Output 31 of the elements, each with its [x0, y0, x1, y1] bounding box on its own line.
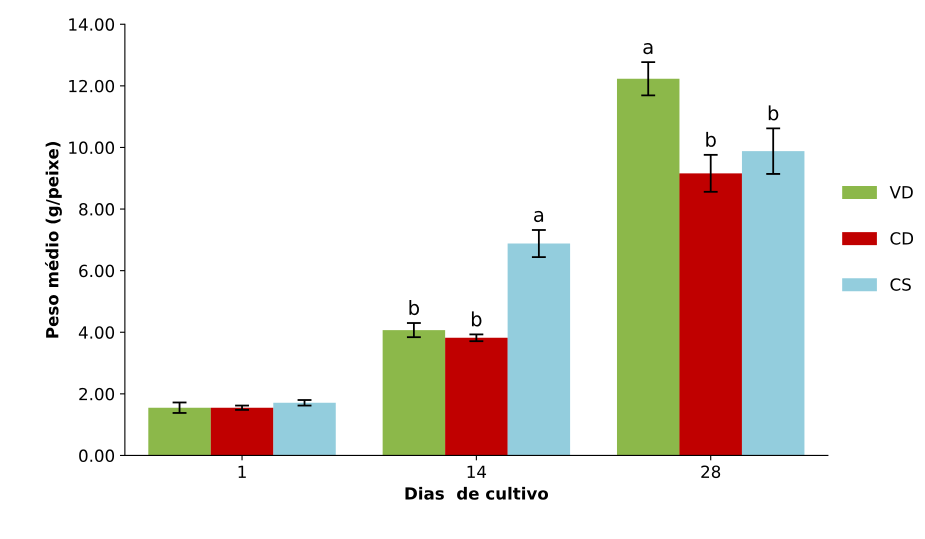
data-label: b — [409, 300, 419, 316]
y-tick-label: 12.00 — [69, 80, 114, 92]
bar — [273, 402, 336, 456]
x-axis-title: Dias de cultivo — [406, 486, 548, 500]
legend-label: CS — [890, 278, 911, 291]
bar — [382, 330, 446, 456]
data-label: a — [643, 43, 652, 54]
y-tick-label: 4.00 — [78, 326, 114, 339]
bar — [742, 151, 804, 456]
bar — [679, 173, 742, 456]
bar — [508, 244, 570, 456]
y-tick-label: 0.00 — [79, 449, 114, 462]
bar — [445, 338, 508, 456]
bar — [148, 408, 211, 456]
data-label: b — [472, 311, 482, 326]
y-tick-label: 2.00 — [79, 388, 114, 400]
x-tick-label: 14 — [468, 466, 486, 478]
y-tick-label: 6.00 — [79, 264, 114, 278]
y-tick-label: 14.00 — [69, 18, 114, 31]
data-label: b — [768, 105, 778, 120]
legend-label: VD — [890, 186, 913, 198]
y-axis-title: Peso médio (g/peixe) — [44, 142, 62, 338]
bar — [616, 78, 680, 456]
data-label: b — [706, 132, 716, 147]
x-tick-label: 1 — [238, 466, 246, 478]
legend-label: CD — [890, 232, 914, 245]
data-label: a — [534, 210, 544, 222]
y-tick-label: 8.00 — [79, 203, 114, 216]
bar — [210, 408, 274, 456]
x-tick-label: 28 — [701, 465, 720, 478]
y-tick-label: 10.00 — [69, 141, 114, 154]
